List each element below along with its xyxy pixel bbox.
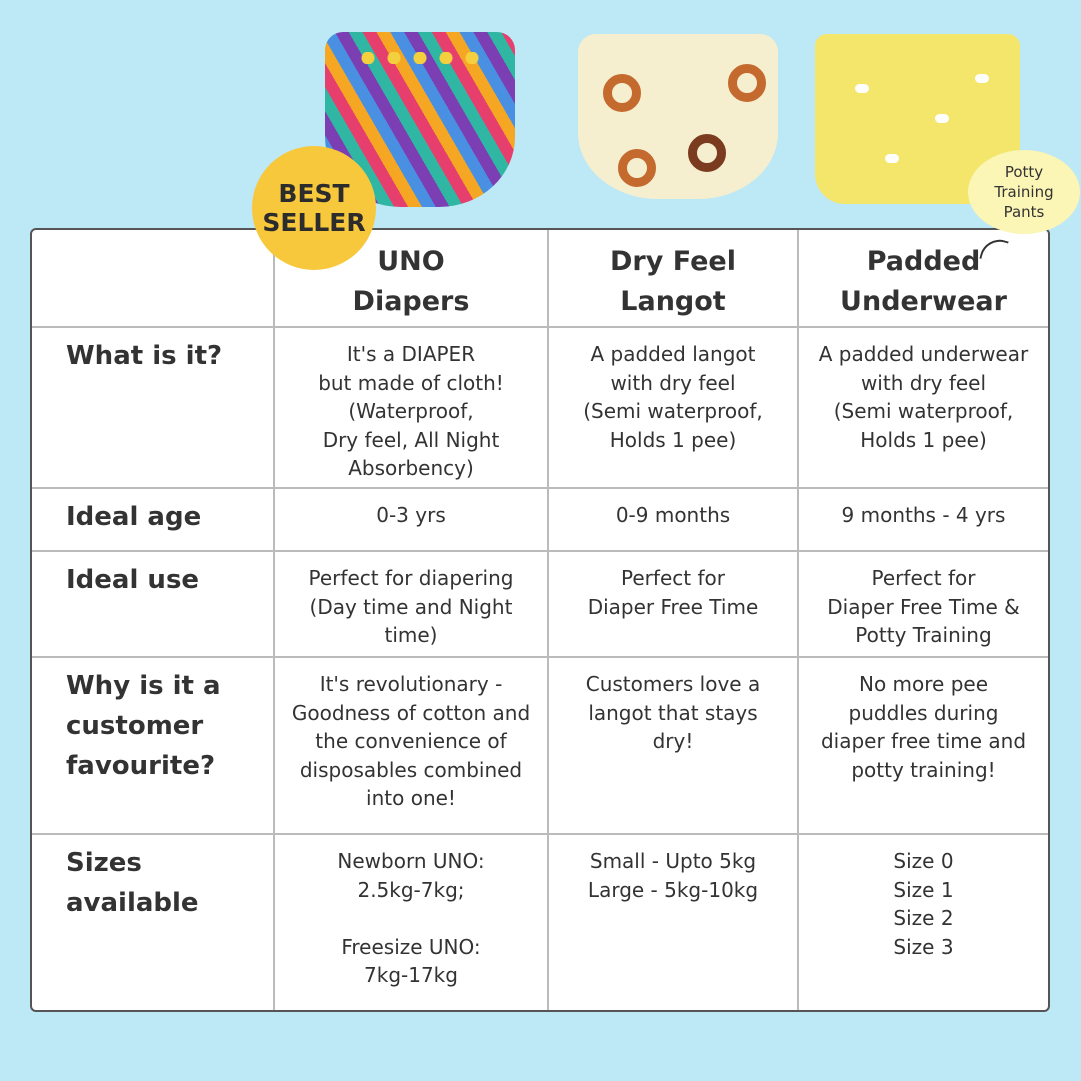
best-seller-badge: BEST SELLER (258, 152, 370, 264)
table-cell: Customers love a langot that stays dry! (549, 658, 799, 835)
dry-feel-langot-image (578, 34, 778, 199)
table-cell: 9 months - 4 yrs (799, 489, 1048, 552)
table-cell: Small - Upto 5kg Large - 5kg-10kg (549, 835, 799, 1010)
row-label-what: What is it? (32, 328, 275, 489)
row-label-sizes: Sizes available (32, 835, 275, 1010)
badge-text: Pants (1003, 203, 1045, 221)
table-cell: No more pee puddles during diaper free t… (799, 658, 1048, 835)
potty-training-badge: Potty Training Pants (968, 150, 1080, 234)
table-cell: It's revolutionary - Goodness of cotton … (275, 658, 549, 835)
header-padded-underwear: Padded Underwear (799, 230, 1048, 328)
badge-text: Training (994, 183, 1054, 201)
header-uno-diapers: UNO Diapers (275, 230, 549, 328)
row-label-favourite: Why is it a customer favourite? (32, 658, 275, 835)
table-cell: Newborn UNO: 2.5kg-7kg; Freesize UNO: 7k… (275, 835, 549, 1010)
row-label-age: Ideal age (32, 489, 275, 552)
badge-text: Potty (1004, 163, 1044, 181)
table-cell: Size 0 Size 1 Size 2 Size 3 (893, 849, 954, 959)
badge-text: SELLER (262, 208, 366, 237)
table-cell: Perfect for diapering (Day time and Nigh… (275, 552, 549, 658)
header-empty (32, 230, 275, 328)
badge-text: BEST (278, 179, 350, 208)
table-cell: Perfect for Diaper Free Time (549, 552, 799, 658)
table-cell: It's a DIAPER but made of cloth! (Waterp… (275, 328, 549, 489)
table-cell: 0-9 months (549, 489, 799, 552)
row-label-use: Ideal use (32, 552, 275, 658)
header-dry-feel-langot: Dry Feel Langot (549, 230, 799, 328)
table-cell: Perfect for Diaper Free Time & Potty Tra… (799, 552, 1048, 658)
table-cell: A padded underwear with dry feel (Semi w… (799, 328, 1048, 489)
table-cell: A padded langot with dry feel (Semi wate… (549, 328, 799, 489)
comparison-table: UNO Diapers Dry Feel Langot Padded Under… (30, 228, 1050, 1012)
table-cell: 0-3 yrs (275, 489, 549, 552)
